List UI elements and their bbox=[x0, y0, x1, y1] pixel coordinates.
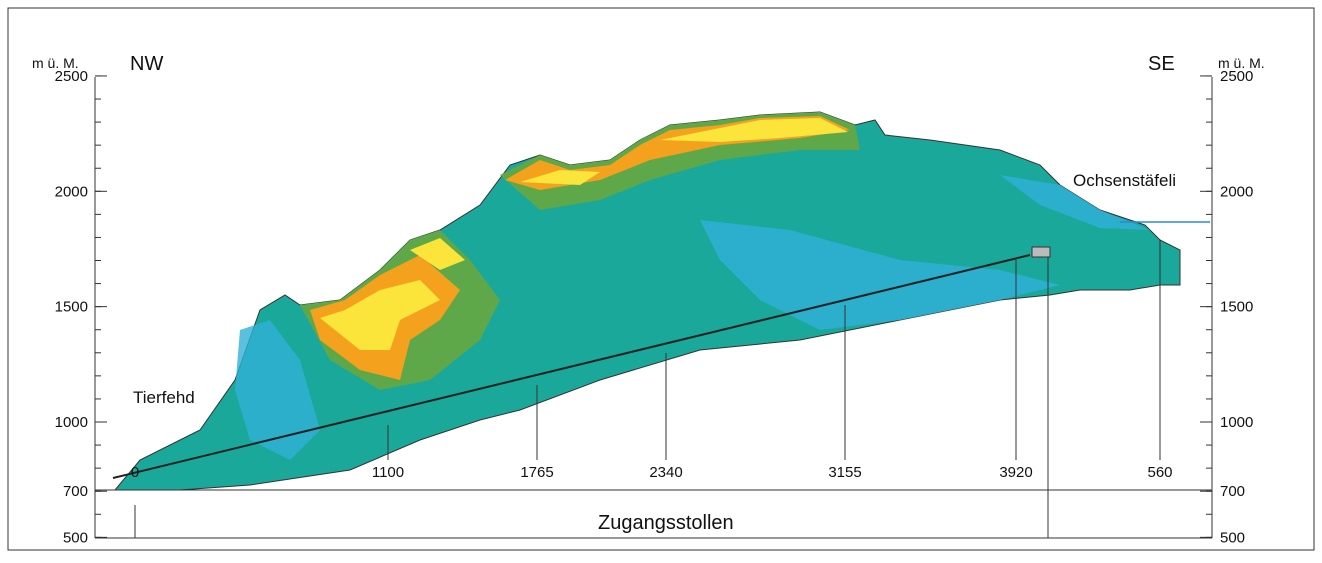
place-label: Tierfehd bbox=[133, 388, 195, 407]
tick-label: 500 bbox=[1220, 529, 1245, 546]
tick-label: 1000 bbox=[55, 414, 88, 431]
band-yellow bbox=[660, 118, 848, 142]
station-label: 1765 bbox=[520, 464, 553, 481]
limestone-zone bbox=[700, 220, 1060, 330]
station-label: 3155 bbox=[828, 464, 861, 481]
station-label: 3920 bbox=[999, 464, 1032, 481]
band-yellow bbox=[320, 280, 440, 350]
tick-label: 700 bbox=[63, 483, 88, 500]
direction-label: NW bbox=[130, 53, 163, 75]
tick-label: 2500 bbox=[55, 68, 88, 85]
tunnel-line bbox=[112, 254, 1031, 479]
tick-label: 500 bbox=[63, 529, 88, 546]
tick-label: 1500 bbox=[1220, 299, 1253, 316]
geology bbox=[112, 111, 1210, 491]
tick-label: 700 bbox=[1220, 483, 1245, 500]
station-label: 560 bbox=[1147, 464, 1172, 481]
axis-label: m ü. M. bbox=[32, 55, 79, 71]
axes bbox=[94, 77, 1213, 539]
frame bbox=[7, 7, 1315, 551]
tick-label: 1500 bbox=[55, 299, 88, 316]
tick-label: 1000 bbox=[1220, 414, 1253, 431]
station-label: 2340 bbox=[649, 464, 682, 481]
limestone-zone bbox=[235, 320, 320, 460]
band-yellow bbox=[520, 170, 600, 185]
place-label: Ochsenstäfeli bbox=[1073, 171, 1176, 190]
direction-label: SE bbox=[1148, 53, 1175, 75]
portal bbox=[1031, 246, 1051, 258]
tunnel-label: Zugangsstollen bbox=[598, 512, 734, 534]
tick-label: 2000 bbox=[55, 183, 88, 200]
tick-label: 2500 bbox=[1220, 68, 1253, 85]
axis-label: m ü. M. bbox=[1218, 55, 1265, 71]
station-label: 1100 bbox=[372, 464, 404, 481]
tick-label: 2000 bbox=[1220, 183, 1253, 200]
band-yellow bbox=[410, 238, 465, 270]
limestone-zone bbox=[1000, 175, 1150, 230]
station-label: 0 bbox=[131, 464, 139, 481]
